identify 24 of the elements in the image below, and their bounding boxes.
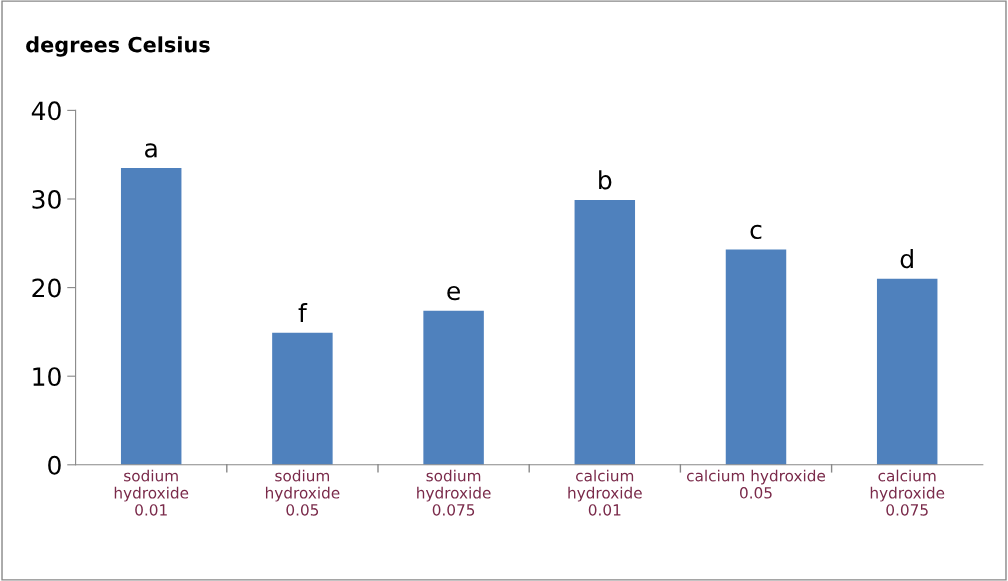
- x-tick-label: calcium hydroxide 0.01: [568, 469, 642, 516]
- x-tick-label: sodium hydroxide 0.075: [417, 469, 491, 516]
- y-tick-label: 20: [32, 278, 61, 298]
- annotation: b: [599, 170, 612, 190]
- y-tick-label: 0: [48, 455, 61, 475]
- bar: [876, 278, 938, 465]
- x-tick-label: sodium hydroxide 0.01: [114, 469, 189, 516]
- bar: [423, 310, 484, 465]
- y-tick-label: 10: [33, 367, 61, 387]
- x-tick-label: calcium hydroxide 0.075: [870, 469, 945, 516]
- y-axis-title: degrees Celsius: [26, 36, 210, 57]
- annotation: e: [447, 285, 460, 301]
- annotation: c: [750, 224, 762, 240]
- bar: [120, 167, 182, 465]
- y-tick-label: 30: [32, 189, 61, 209]
- bar: [574, 199, 636, 465]
- annotation: d: [900, 248, 913, 269]
- annotation: f: [298, 303, 308, 323]
- x-tick-label: calcium hydroxide 0.05: [687, 469, 826, 499]
- bar: [725, 249, 787, 465]
- x-tick-label: sodium hydroxide 0.05: [265, 469, 340, 516]
- bar: [272, 332, 333, 465]
- annotation: a: [145, 143, 157, 158]
- y-tick-label: 40: [31, 101, 61, 121]
